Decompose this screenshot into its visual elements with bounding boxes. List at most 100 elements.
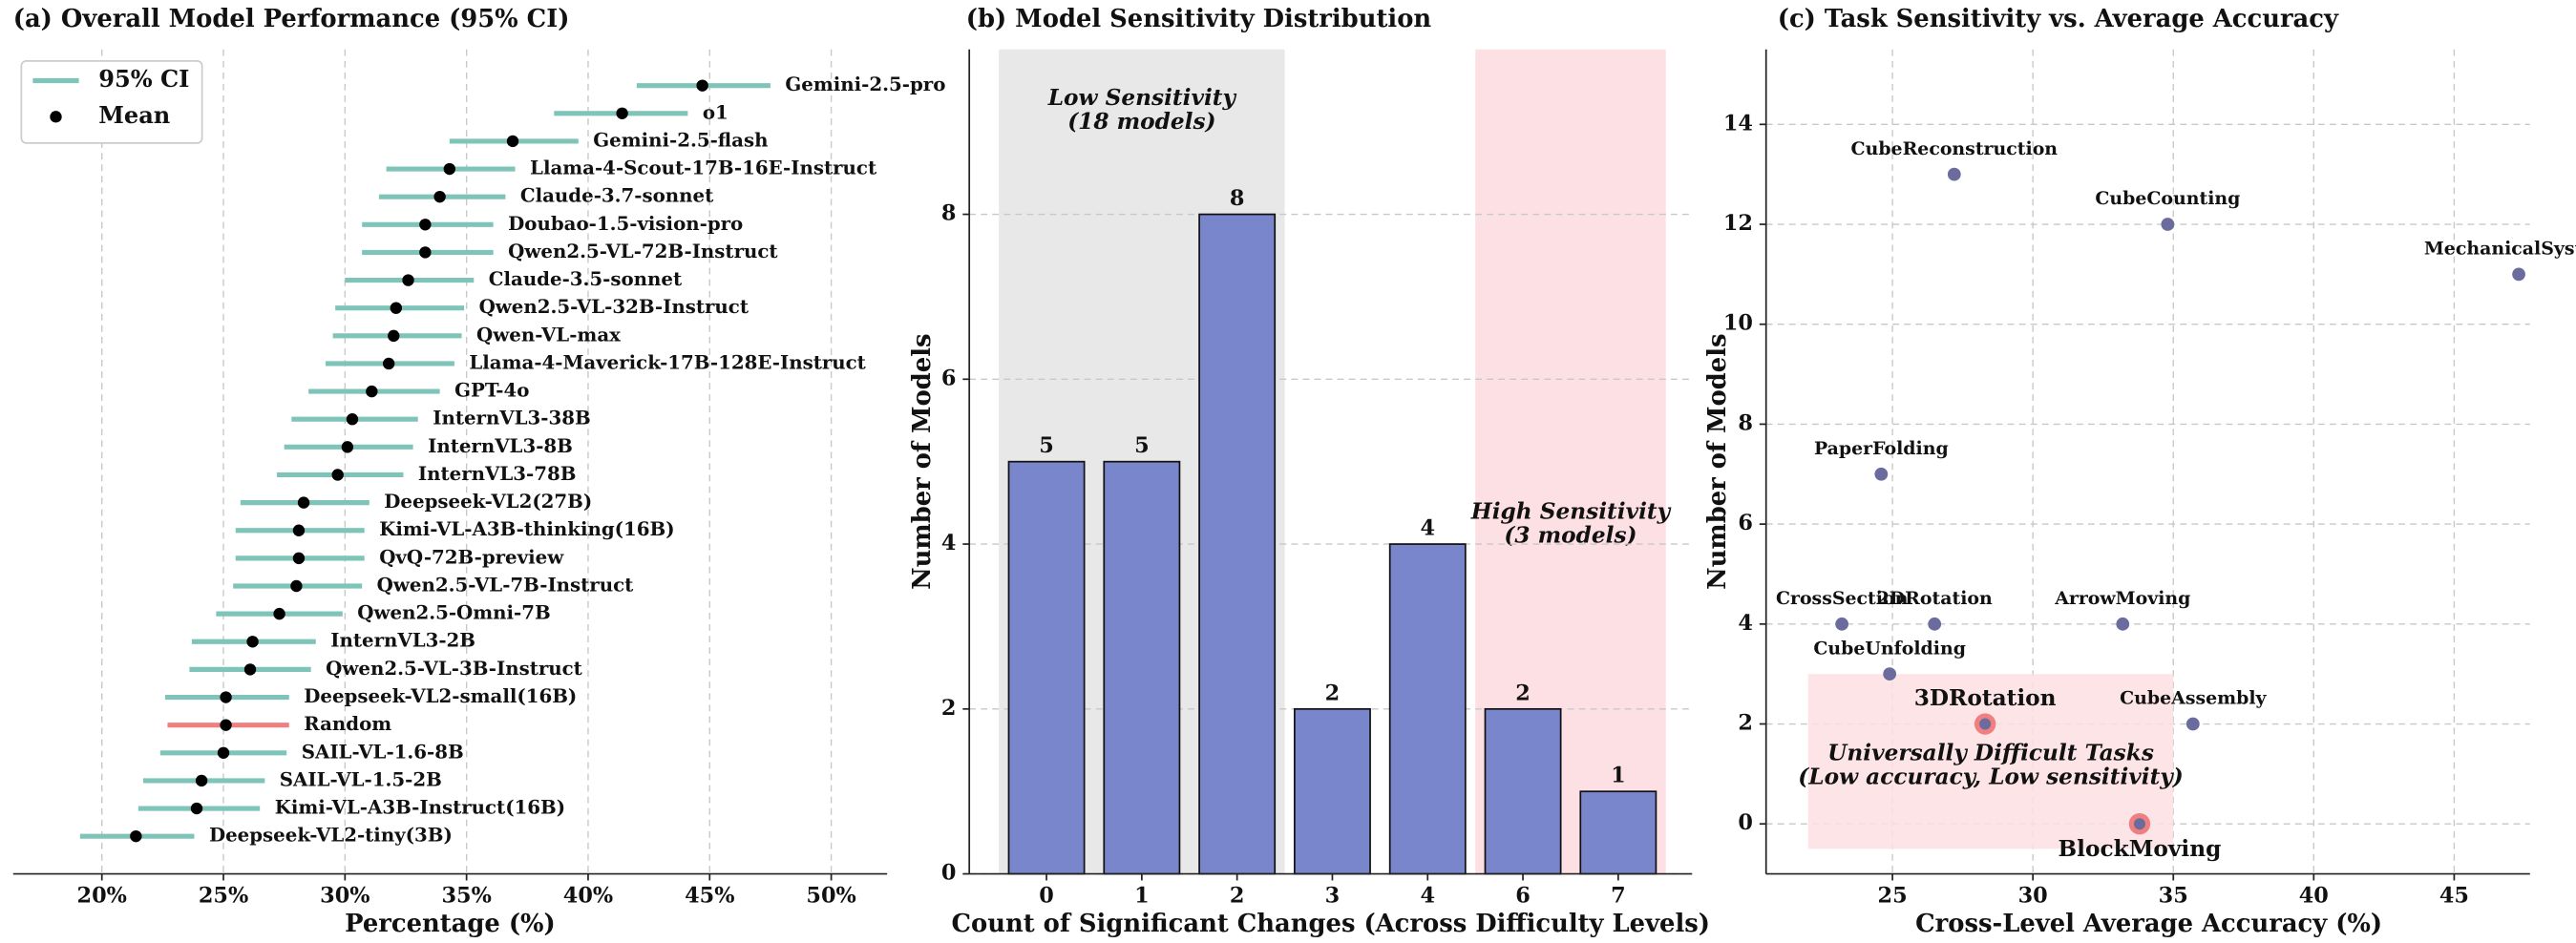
row-label: Random — [304, 712, 391, 735]
point — [2116, 617, 2130, 631]
mean-dot — [292, 524, 306, 536]
bar — [1388, 543, 1467, 875]
mean-dot — [433, 190, 446, 203]
bar — [1294, 707, 1371, 875]
bar — [1198, 213, 1277, 875]
x-tick-label: 50% — [806, 884, 855, 909]
value-label: 4 — [1420, 516, 1435, 541]
row-label: Qwen-VL-max — [476, 323, 621, 346]
row-label: InternVL3-2B — [330, 629, 475, 652]
row-label: Deepseek-VL2-tiny(3B) — [209, 824, 453, 847]
row-label: Claude-3.7-sonnet — [520, 184, 714, 207]
row-label: Llama-4-Scout-17B-16E-Instruct — [530, 157, 877, 179]
row-label: Qwen2.5-VL-32B-Instruct — [479, 295, 750, 318]
mean-dot — [419, 246, 432, 259]
x-tick-label: 35 — [2159, 884, 2188, 909]
mean-dot — [273, 607, 285, 620]
point — [1974, 713, 1996, 735]
row-label: Qwen2.5-VL-3B-Instruct — [326, 657, 582, 680]
panel-b-ylabel: Number of Models — [908, 333, 937, 589]
point-label: CubeAssembly — [2120, 688, 2267, 709]
mean-dot — [220, 691, 232, 703]
y-tick-label: 6 — [1738, 511, 1753, 535]
bar — [1579, 790, 1658, 875]
point — [2185, 717, 2200, 731]
region-annotation: (18 models) — [1067, 109, 1215, 135]
region-annotation: High Sensitivity — [1470, 499, 1672, 525]
y-tick-label: 12 — [1723, 211, 1753, 236]
point — [1928, 617, 1942, 631]
region-annotation: Low Sensitivity — [1047, 85, 1237, 111]
y-tick-label: 8 — [941, 201, 957, 226]
y-tick-label: 2 — [1738, 711, 1753, 736]
point-label: PaperFolding — [1814, 438, 1949, 459]
mean-dot — [243, 663, 257, 676]
point-label: CubeReconstruction — [1851, 138, 2059, 159]
point — [1947, 167, 1961, 181]
panel-c-ylabel: Number of Models — [1703, 333, 1732, 589]
mean-dot — [220, 719, 232, 731]
row-label: GPT-4o — [454, 379, 529, 402]
row-label: o1 — [703, 100, 728, 123]
row-label: Gemini-2.5-flash — [593, 128, 768, 151]
point-label: 3DRotation — [1914, 685, 2057, 711]
panel-b-xlabel: Count of Significant Changes (Across Dif… — [951, 910, 1710, 938]
row-label: SAIL-VL-1.6-8B — [302, 740, 464, 763]
row-label: Qwen2.5-Omni-7B — [357, 601, 550, 624]
row-label: Doubao-1.5-vision-pro — [508, 212, 743, 235]
x-tick-label: 25% — [199, 884, 248, 909]
mean-dot — [366, 385, 378, 398]
point-label: BlockMoving — [2059, 836, 2222, 862]
row-label: SAIL-VL-1.5-2B — [280, 767, 442, 790]
row-label: InternVL3-78B — [418, 462, 577, 485]
mean-dot — [346, 413, 359, 426]
row-label: Deepseek-VL2-small(16B) — [304, 684, 577, 707]
region-annotation: Universally Difficult Tasks — [1827, 740, 2154, 765]
point-label: 2DRotation — [1877, 588, 1993, 609]
point — [1883, 667, 1897, 681]
point — [1874, 467, 1889, 481]
y-tick-label: 2 — [941, 696, 957, 721]
row-label: Claude-3.5-sonnet — [489, 267, 683, 290]
mean-dot — [390, 302, 403, 314]
y-tick-label: 14 — [1723, 111, 1753, 136]
x-tick-label: 40% — [563, 884, 613, 909]
point — [1835, 617, 1849, 631]
mean-dot — [217, 746, 230, 759]
mean-dot — [292, 552, 306, 565]
point — [2512, 267, 2525, 282]
value-label: 8 — [1230, 186, 1245, 211]
panel-c-title: (c) Task Sensitivity vs. Average Accurac… — [1778, 5, 2339, 33]
panel-a-title: (a) Overall Model Performance (95% CI) — [13, 5, 570, 33]
mean-dot — [382, 357, 395, 370]
value-label: 5 — [1134, 433, 1150, 458]
mean-dot — [195, 774, 208, 787]
x-tick-label: 0 — [1039, 884, 1054, 909]
point — [2161, 218, 2175, 231]
difficult-region — [1807, 674, 2174, 849]
point-label: MechanicalSystem — [2424, 239, 2576, 260]
panel-b-title: (b) Model Sensitivity Distribution — [966, 5, 1432, 33]
x-tick-label: 20% — [77, 884, 127, 909]
x-tick-label: 40 — [2299, 884, 2329, 909]
x-tick-label: 35% — [441, 884, 491, 909]
value-label: 5 — [1039, 433, 1054, 458]
mean-dot — [297, 496, 310, 509]
row-label: Qwen2.5-VL-72B-Instruct — [508, 240, 778, 262]
value-label: 2 — [1325, 681, 1341, 705]
mean-dot — [130, 829, 142, 843]
y-tick-label: 6 — [941, 366, 957, 390]
mean-dot — [506, 135, 519, 148]
row-label: Deepseek-VL2(27B) — [384, 490, 592, 513]
mean-dot — [419, 219, 432, 231]
legend-mean-swatch — [50, 111, 62, 123]
x-tick-label: 4 — [1420, 884, 1435, 909]
mean-dot — [190, 802, 203, 815]
panel-a-xlabel: Percentage (%) — [345, 910, 556, 938]
row-label: InternVL3-38B — [433, 407, 591, 430]
mean-dot — [402, 274, 414, 286]
x-tick-label: 2 — [1230, 884, 1245, 909]
point-label: CubeCounting — [2095, 188, 2240, 209]
row-label: Gemini-2.5-pro — [785, 73, 945, 95]
